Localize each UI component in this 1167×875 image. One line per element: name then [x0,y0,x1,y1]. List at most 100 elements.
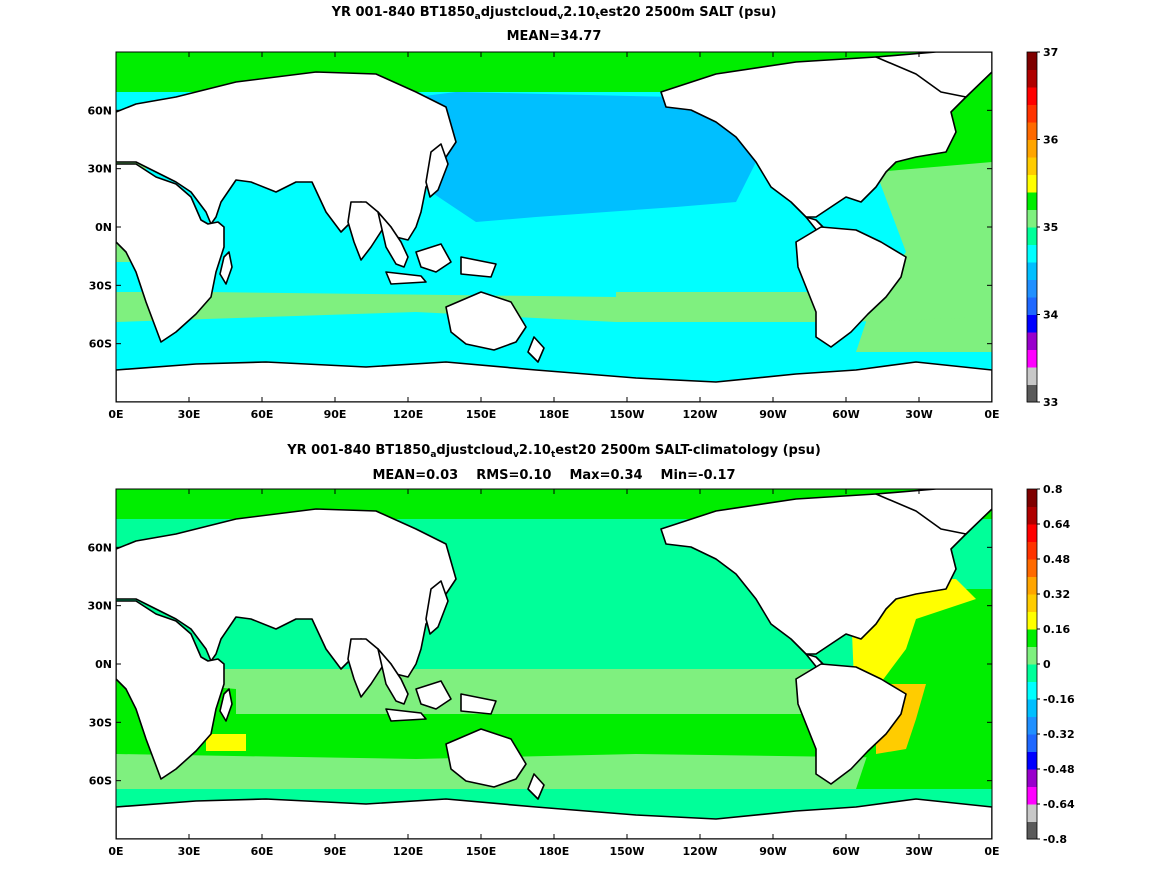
bottom-y-axis: 60N 30N 0N 30S 60S [87,541,992,788]
colorbar-swatch [1027,699,1037,717]
y-tick-label: 30S [89,716,112,729]
title-subscript: a [430,450,437,460]
colorbar-swatch [1027,349,1037,368]
colorbar-label: 0.16 [1043,623,1070,636]
x-tick-label: 0E [984,408,999,421]
colorbar-swatch [1027,332,1037,350]
colorbar-swatch [1027,559,1037,577]
title-part: YR 001-840 BT1850 [287,443,431,458]
x-tick-label: 0E [984,845,999,858]
colorbar-swatch [1027,611,1037,630]
top-panel-title: YR 001-840 BT1850adjustcloudv2.10test20 … [116,5,992,22]
y-tick-label: 0N [95,221,112,234]
colorbar-label: 33 [1043,396,1058,409]
colorbar-swatch [1027,751,1037,770]
x-tick-label: 90W [759,408,786,421]
colorbar-swatch [1027,139,1037,158]
stat-rms: RMS=0.10 [476,468,552,483]
top-colorbar: 33 34 35 36 37 [1026,46,1059,409]
x-tick-label: 60E [251,408,274,421]
y-tick-label: 60N [87,541,112,554]
colorbar-label: 0.32 [1043,588,1070,601]
x-tick-label: 120W [682,845,717,858]
x-tick-label: 90W [759,845,786,858]
stat-mean: MEAN=34.77 [506,29,602,44]
colorbar-label: 34 [1043,309,1059,322]
stat-min: Min=-0.17 [660,468,736,483]
colorbar-swatch [1027,262,1037,280]
title-part: est20 2500m SALT (psu) [599,5,777,20]
x-tick-label: 0E [108,408,123,421]
title-part: 2.10 [563,5,596,20]
colorbar-label: -0.32 [1043,728,1075,741]
colorbar-swatch [1027,629,1037,647]
colorbar-swatch [1027,384,1037,403]
y-tick-label: 60N [87,104,112,117]
colorbar-swatch [1027,69,1037,88]
x-tick-label: 30W [905,845,932,858]
y-tick-label: 60S [89,775,112,788]
colorbar-swatch [1027,367,1037,385]
colorbar-label: 36 [1043,134,1059,147]
title-part: 2.10 [518,443,551,458]
colorbar-swatch [1027,52,1037,70]
colorbar-swatch [1027,541,1037,560]
title-subscript: v [557,12,564,22]
title-part: est20 2500m SALT-climatology (psu) [555,443,821,458]
colorbar-label: -0.64 [1043,798,1075,811]
colorbar-swatch [1027,506,1037,525]
y-tick-label: 0N [95,658,112,671]
colorbar-swatch [1027,716,1037,735]
title-part: YR 001-840 BT1850 [331,5,475,20]
y-tick-label: 30N [87,600,112,613]
x-tick-label: 120E [393,845,423,858]
bottom-x-axis: 0E 30E 60E 90E 120E 150E 180E 150W 120W 90W 60W 30W… [108,489,1000,858]
colorbar-swatch [1027,209,1037,228]
colorbar-label: 0 [1043,658,1051,671]
x-tick-label: 150E [466,408,496,421]
x-tick-label: 30E [178,408,201,421]
x-tick-label: 60W [832,408,859,421]
title-subscript: a [474,12,481,22]
bottom-map: 0E 30E 60E 90E 120E 150E 180E 150W 120W 90W 60W 30W… [87,488,1000,858]
x-tick-label: 60E [251,845,274,858]
colorbar-label: 0.48 [1043,553,1070,566]
colorbar-swatch [1027,576,1037,595]
colorbar-label: 37 [1043,46,1058,59]
title-subscript: t [550,450,556,460]
top-map: 0E 30E 60E 90E 120E 150E 180E 150W 120W 90W 60W 30W… [87,51,1000,421]
colorbar-swatch [1027,734,1037,752]
bottom-panel-title: YR 001-840 BT1850adjustcloudv2.10test20 … [116,443,992,460]
colorbar-swatch [1027,314,1037,333]
title-part: djustcloud [436,443,514,458]
top-x-axis: 0E 30E 60E 90E 120E 150E 180E 150W 120W 90W 60W 30W… [108,52,1000,421]
colorbar-swatch [1027,524,1037,542]
top-panel-stats: MEAN=34.77 [116,29,992,45]
top-y-axis: 60N 30N 0N 30S 60S [87,104,992,351]
y-tick-label: 30N [87,163,112,176]
colorbar-swatch [1027,786,1037,805]
x-tick-label: 150W [609,408,644,421]
colorbar-label: 0.8 [1043,483,1063,496]
y-tick-label: 60S [89,338,112,351]
y-tick-label: 30S [89,279,112,292]
title-subscript: v [513,450,519,460]
bottom-colorbar: -0.8 -0.64 -0.48 -0.32 -0.16 0 0.16 0.32 0.48 0.6… [1026,483,1075,846]
colorbar-swatch [1027,664,1037,682]
colorbar-swatch [1027,104,1037,123]
colorbar-label: 0.64 [1043,518,1070,531]
colorbar-swatch [1027,769,1037,787]
colorbar-swatch [1027,244,1037,263]
colorbar-label: -0.48 [1043,763,1075,776]
colorbar-swatch [1027,227,1037,245]
bottom-panel-stats: MEAN=0.03 RMS=0.10 Max=0.34 Min=-0.17 [116,468,992,484]
colorbar-swatch [1027,87,1037,105]
x-tick-label: 180E [539,845,569,858]
colorbar-swatch [1027,804,1037,822]
colorbar-label: -0.16 [1043,693,1075,706]
x-tick-label: 30E [178,845,201,858]
stat-max: Max=0.34 [569,468,643,483]
title-subscript: t [595,12,600,22]
colorbar-swatch [1027,174,1037,193]
